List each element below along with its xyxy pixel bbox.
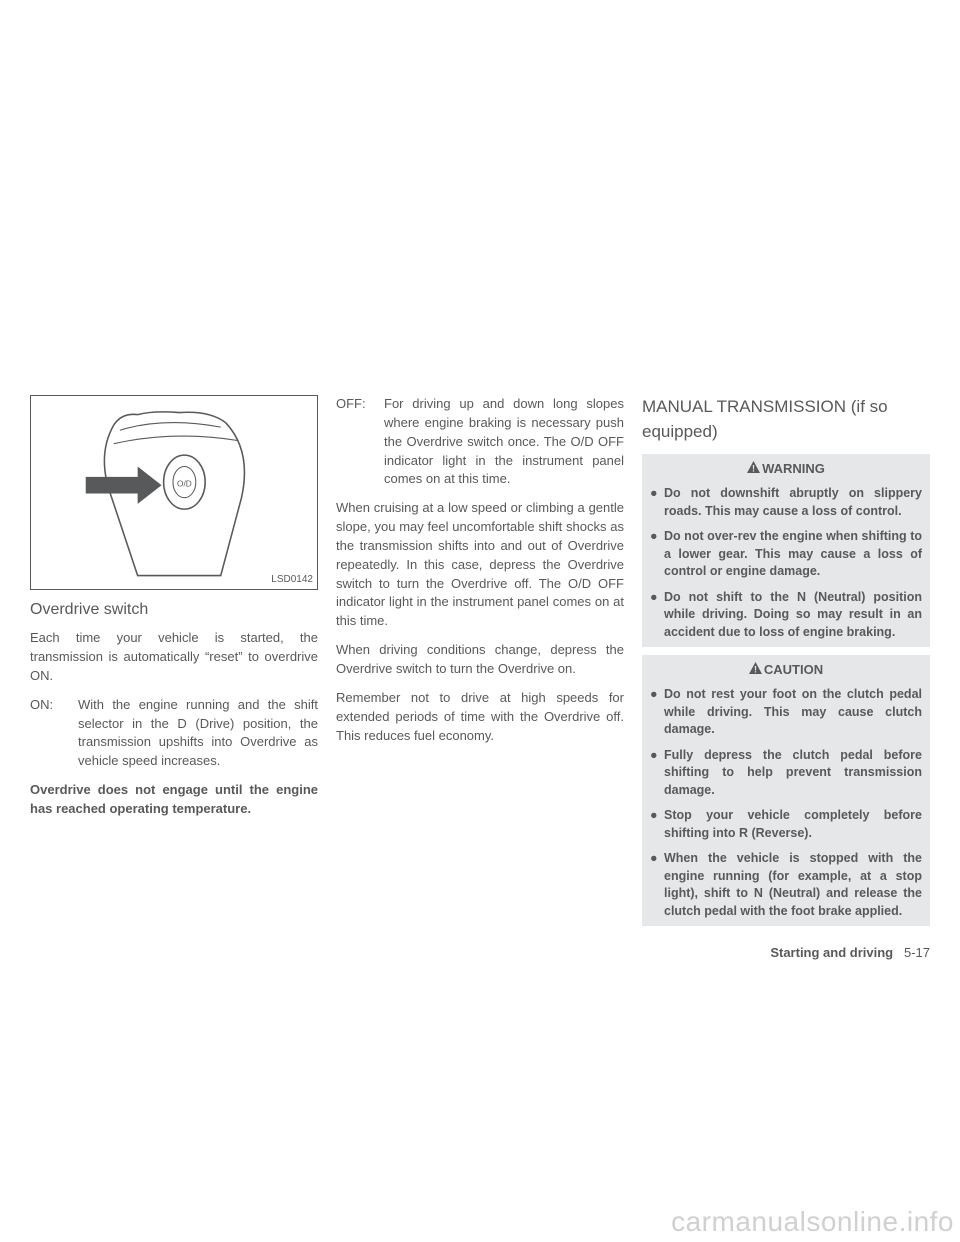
watermark: carmanualsonline.info xyxy=(671,1206,954,1238)
footer-page-number: 5-17 xyxy=(904,945,930,960)
overdrive-switch-figure: O/D LSD0142 xyxy=(30,395,318,590)
col2-para-3: Remember not to drive at high speeds for… xyxy=(336,689,624,746)
overdrive-intro: Each time your vehicle is started, the t… xyxy=(30,629,318,686)
svg-text:O/D: O/D xyxy=(177,478,192,488)
off-text: For driving up and down long slopes wher… xyxy=(384,395,624,489)
on-label: ON: xyxy=(30,696,78,771)
caution-box: ! CAUTION Do not rest your foot on the c… xyxy=(642,655,930,926)
warning-item: Do not over-rev the engine when shifting… xyxy=(650,528,922,581)
caution-title-text: CAUTION xyxy=(764,662,823,677)
warning-title: ! WARNING xyxy=(650,460,922,479)
caution-item: Do not rest your foot on the clutch peda… xyxy=(650,686,922,739)
caution-item: Stop your vehicle completely before shif… xyxy=(650,807,922,842)
caution-list: Do not rest your foot on the clutch peda… xyxy=(650,686,922,920)
column-2: OFF: For driving up and down long slopes… xyxy=(336,395,624,963)
caution-icon: ! xyxy=(749,661,762,680)
warning-icon: ! xyxy=(747,460,760,479)
manual-transmission-heading: MANUAL TRANSMISSION (if so equipped) xyxy=(642,395,930,444)
overdrive-temp-note: Overdrive does not engage until the engi… xyxy=(30,781,318,819)
caution-item: Fully depress the clutch pedal before sh… xyxy=(650,747,922,800)
warning-title-text: WARNING xyxy=(762,461,825,476)
overdrive-switch-heading: Overdrive switch xyxy=(30,598,318,621)
caution-title: ! CAUTION xyxy=(650,661,922,680)
page-footer: Starting and driving 5-17 xyxy=(642,944,930,963)
warning-list: Do not downshift abruptly on slippery ro… xyxy=(650,485,922,641)
svg-text:!: ! xyxy=(752,464,755,474)
svg-text:!: ! xyxy=(754,665,757,675)
column-1: O/D LSD0142 Overdrive switch Each time y… xyxy=(30,395,318,963)
footer-section: Starting and driving xyxy=(770,945,893,960)
column-3: MANUAL TRANSMISSION (if so equipped) ! W… xyxy=(642,395,930,963)
on-text: With the engine running and the shift se… xyxy=(78,696,318,771)
warning-item: Do not shift to the N (Neutral) position… xyxy=(650,589,922,642)
off-label: OFF: xyxy=(336,395,384,489)
warning-item: Do not downshift abruptly on slippery ro… xyxy=(650,485,922,520)
col2-para-2: When driving conditions change, depress … xyxy=(336,641,624,679)
warning-box: ! WARNING Do not downshift abruptly on s… xyxy=(642,454,930,647)
manual-page: O/D LSD0142 Overdrive switch Each time y… xyxy=(30,395,930,963)
on-definition: ON: With the engine running and the shif… xyxy=(30,696,318,771)
caution-item: When the vehicle is stopped with the eng… xyxy=(650,850,922,920)
col2-para-1: When cruising at a low speed or climbing… xyxy=(336,499,624,631)
figure-label: LSD0142 xyxy=(271,573,313,588)
off-definition: OFF: For driving up and down long slopes… xyxy=(336,395,624,489)
shift-knob-illustration: O/D xyxy=(39,404,309,581)
